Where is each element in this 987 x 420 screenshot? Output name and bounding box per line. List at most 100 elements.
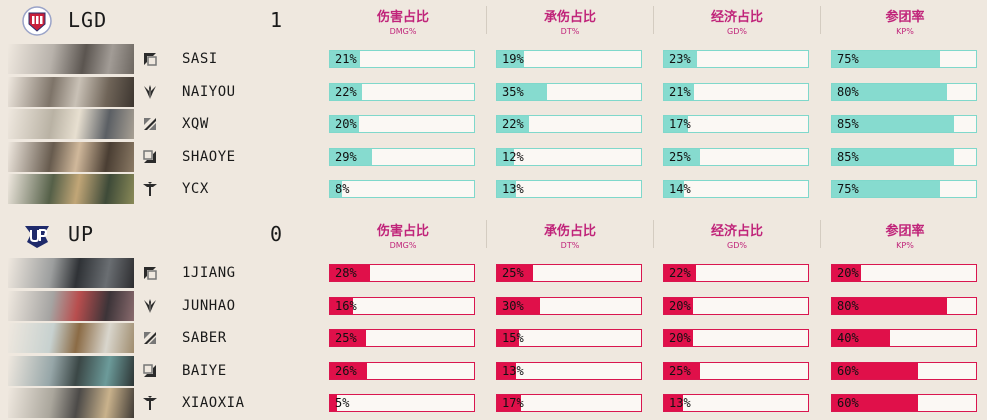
bar-fill — [330, 297, 354, 314]
team-name: LGD — [68, 8, 108, 32]
bar-fill — [497, 116, 529, 132]
up-logo-icon — [25, 226, 49, 248]
bar-fill — [832, 148, 955, 165]
stat-value: 21% — [669, 84, 691, 99]
dmg-bar: 25% — [329, 329, 475, 347]
column-divider — [653, 220, 654, 248]
player-row: XQW 20% 22% 17% 85% — [0, 109, 987, 139]
bar-fill — [832, 83, 948, 100]
stat-value: 13% — [502, 363, 524, 378]
stat-value: 20% — [335, 117, 357, 131]
dt-bar: 13% — [496, 361, 642, 380]
player-row: NAIYOU 22% 35% 21% 80% — [0, 76, 987, 107]
gd-bar: 22% — [663, 264, 809, 282]
bar-fill — [330, 330, 366, 346]
gd-bar: 25% — [663, 147, 809, 166]
team-score: 1 — [270, 8, 283, 32]
dmg-bar: 26% — [329, 361, 475, 380]
bar-fill — [330, 116, 359, 132]
player-portrait — [8, 388, 134, 418]
gd-bar: 14% — [663, 180, 809, 198]
kp-bar: 20% — [831, 264, 977, 282]
stat-value: 12% — [502, 149, 524, 164]
kp-bar: 80% — [831, 296, 977, 315]
team-name: UP — [68, 222, 95, 246]
column-divider — [820, 6, 821, 34]
player-row: 1JIANG 28% 25% 22% 20% — [0, 258, 987, 288]
stat-value: 21% — [335, 52, 357, 66]
bar-fill — [330, 395, 338, 411]
support-icon — [142, 181, 158, 197]
stat-value: 13% — [502, 182, 524, 196]
player-portrait — [8, 174, 134, 204]
bar-fill — [832, 297, 948, 314]
dmg-bar: 28% — [329, 264, 475, 282]
column-header-dt: 承伤占比 DT% — [543, 10, 596, 36]
dmg-bar: 21% — [329, 50, 475, 68]
bar-fill — [330, 265, 371, 281]
dmg-bar: 8% — [329, 180, 475, 198]
player-name: SHAOYE — [182, 148, 236, 165]
stat-value: 22% — [335, 84, 357, 99]
stat-value: 8% — [335, 182, 350, 196]
column-header-dt: 承伤占比 DT% — [543, 224, 596, 250]
player-portrait — [8, 76, 134, 107]
player-portrait — [8, 258, 134, 288]
bot-icon — [142, 363, 158, 379]
stat-value: 23% — [669, 52, 691, 66]
column-header-kp: 参团率 KP% — [885, 224, 925, 250]
bar-fill — [330, 362, 368, 379]
stat-value: 40% — [837, 331, 859, 345]
stat-value: 15% — [502, 331, 524, 345]
column-header-dmg: 伤害占比 DMG% — [376, 10, 429, 36]
bar-fill — [330, 83, 362, 100]
stat-value: 14% — [669, 182, 691, 196]
kp-bar: 75% — [831, 180, 977, 198]
player-portrait — [8, 141, 134, 172]
player-name: SASI — [182, 51, 218, 67]
dmg-bar: 5% — [329, 394, 475, 412]
dt-bar: 12% — [496, 147, 642, 166]
stat-value: 85% — [837, 117, 859, 131]
player-name: 1JIANG — [182, 265, 236, 281]
player-row: XIAOXIA 5% 17% 13% 60% — [0, 388, 987, 418]
stat-value: 26% — [335, 363, 357, 378]
player-row: YCX 8% 13% 14% 75% — [0, 174, 987, 204]
column-divider — [820, 220, 821, 248]
kp-bar: 75% — [831, 50, 977, 68]
bar-fill — [497, 181, 516, 197]
stat-value: 75% — [837, 52, 859, 66]
gd-bar: 25% — [663, 361, 809, 380]
stat-value: 22% — [669, 266, 691, 280]
column-divider — [486, 6, 487, 34]
player-portrait — [8, 109, 134, 139]
bar-fill — [832, 362, 919, 379]
bar-fill — [832, 51, 940, 67]
team-header: LGD 1 伤害占比 DMG% 承伤占比 DT% 经济占比 GD% 参团率 KP% — [0, 0, 987, 44]
top-icon — [142, 265, 158, 281]
stat-value: 17% — [502, 396, 524, 410]
team-panel-lgd: LGD 1 伤害占比 DMG% 承伤占比 DT% 经济占比 GD% 参团率 KP% SA… — [0, 0, 987, 204]
bot-icon — [142, 149, 158, 165]
bar-fill — [497, 330, 519, 346]
bar-fill — [832, 265, 861, 281]
stat-value: 25% — [669, 149, 691, 164]
player-row: SHAOYE 29% 12% 25% 85% — [0, 141, 987, 172]
top-icon — [142, 51, 158, 67]
bar-fill — [664, 297, 693, 314]
stat-value: 13% — [669, 396, 691, 410]
player-row: JUNHAO 16% 30% 20% 80% — [0, 290, 987, 321]
bar-fill — [497, 51, 525, 67]
gd-bar: 23% — [663, 50, 809, 68]
lgd-logo-icon — [22, 6, 52, 36]
jungle-icon — [142, 84, 158, 100]
column-header-kp: 参团率 KP% — [885, 10, 925, 36]
stat-value: 25% — [335, 331, 357, 345]
stat-value: 16% — [335, 298, 357, 313]
player-name: BAIYE — [182, 362, 227, 379]
bar-fill — [497, 297, 541, 314]
player-name: NAIYOU — [182, 83, 236, 100]
bar-fill — [497, 83, 548, 100]
team-score: 0 — [270, 222, 283, 246]
kp-bar: 85% — [831, 115, 977, 133]
